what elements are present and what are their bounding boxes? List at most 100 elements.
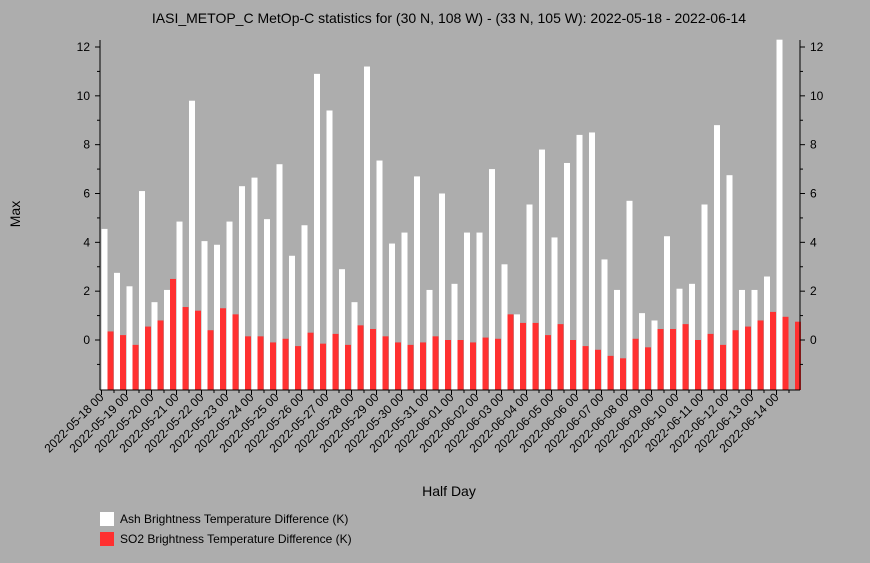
bar-so2: [182, 307, 189, 390]
bar-so2: [457, 340, 464, 390]
y-tick-label-left: 6: [83, 187, 90, 201]
bar-ash: [701, 204, 708, 390]
bar-ash: [376, 160, 383, 390]
bar-so2: [770, 311, 776, 390]
bar-so2: [670, 329, 676, 390]
y-tick-label-left: 4: [83, 235, 90, 249]
bar-so2: [757, 320, 764, 390]
bar-ash: [589, 132, 595, 391]
bar-so2: [257, 336, 264, 390]
bar-so2: [720, 344, 726, 390]
bar-ash: [101, 228, 108, 390]
bar-so2: [607, 355, 614, 390]
bar-so2: [132, 344, 139, 390]
bar-so2: [232, 314, 239, 390]
y-tick-label-right: 10: [810, 89, 824, 103]
bar-ash: [601, 259, 608, 390]
y-tick-label-right: 2: [810, 284, 817, 298]
bar-ash: [476, 232, 483, 390]
bar-ash: [264, 219, 270, 390]
bar-so2: [345, 344, 351, 390]
legend-item-ash: Ash Brightness Temperature Difference (K…: [100, 512, 348, 526]
bar-so2: [470, 342, 476, 390]
bar-so2: [645, 347, 651, 390]
bar-so2: [557, 324, 564, 390]
bar-ash: [326, 110, 333, 390]
bar-ash: [139, 191, 145, 390]
legend-label-ash: Ash Brightness Temperature Difference (K…: [120, 512, 349, 526]
bar-so2: [407, 344, 414, 390]
bar-so2: [270, 342, 276, 390]
bar-so2: [282, 338, 289, 390]
bar-so2: [370, 329, 376, 390]
bar-ash: [351, 302, 358, 390]
y-tick-label-left: 0: [83, 333, 90, 347]
bar-so2: [145, 326, 151, 390]
y-tick-label-right: 8: [810, 138, 817, 152]
bar-ash: [564, 162, 570, 390]
bar-ash: [739, 289, 745, 390]
bar-so2: [582, 346, 589, 390]
bar-ash: [439, 193, 445, 390]
bar-ash: [401, 232, 408, 390]
bar-so2: [320, 343, 326, 390]
bar-so2: [620, 358, 626, 390]
bar-ash: [414, 176, 420, 390]
legend-item-so2: SO2 Brightness Temperature Difference (K…: [100, 532, 352, 546]
y-tick-label-left: 12: [77, 40, 91, 54]
bar-ash: [689, 283, 695, 390]
bar-ash: [764, 276, 770, 390]
bar-ash: [489, 169, 495, 390]
bar-ash: [151, 302, 158, 390]
bar-so2: [395, 342, 401, 390]
bar-ash: [164, 289, 170, 390]
bar-so2: [745, 326, 751, 390]
bar-so2: [295, 346, 301, 390]
bar-ash: [776, 39, 783, 391]
bar-so2: [695, 340, 701, 390]
y-tick-label-right: 4: [810, 235, 817, 249]
bar-ash: [276, 164, 283, 390]
y-tick-label-left: 2: [83, 284, 90, 298]
bar-ash: [614, 289, 620, 390]
bar-so2: [120, 335, 126, 390]
bar-ash: [726, 175, 733, 390]
bar-so2: [482, 337, 489, 390]
bar-so2: [795, 321, 801, 390]
bar-so2: [382, 336, 389, 390]
bar-ash: [314, 73, 320, 390]
bar-so2: [732, 330, 739, 390]
bar-ash: [451, 283, 458, 390]
bar-so2: [657, 329, 664, 390]
bar-ash: [426, 289, 433, 390]
bar-ash: [714, 125, 720, 390]
bar-ash: [251, 177, 258, 390]
bar-ash: [676, 288, 683, 390]
bar-so2: [532, 322, 539, 390]
y-tick-label-right: 12: [810, 40, 824, 54]
bar-so2: [570, 340, 576, 390]
bar-ash: [289, 255, 295, 390]
bar-so2: [707, 333, 714, 390]
bar-ash: [751, 289, 758, 390]
bar-so2: [632, 338, 639, 390]
bar-ash: [126, 286, 133, 390]
bar-ash: [201, 241, 208, 390]
bar-so2: [207, 330, 214, 390]
bar-so2: [420, 342, 426, 390]
bar-so2: [545, 335, 551, 390]
bar-ash: [239, 186, 245, 390]
bar-so2: [495, 338, 501, 390]
bar-so2: [682, 324, 689, 390]
bar-ash: [514, 314, 520, 390]
bar-ash: [526, 204, 533, 390]
bar-ash: [551, 237, 558, 390]
bar-ash: [389, 243, 395, 390]
bar-so2: [782, 316, 789, 390]
bar-so2: [245, 336, 251, 390]
y-tick-label-left: 8: [83, 138, 90, 152]
bar-so2: [595, 349, 601, 390]
bar-so2: [157, 320, 164, 390]
